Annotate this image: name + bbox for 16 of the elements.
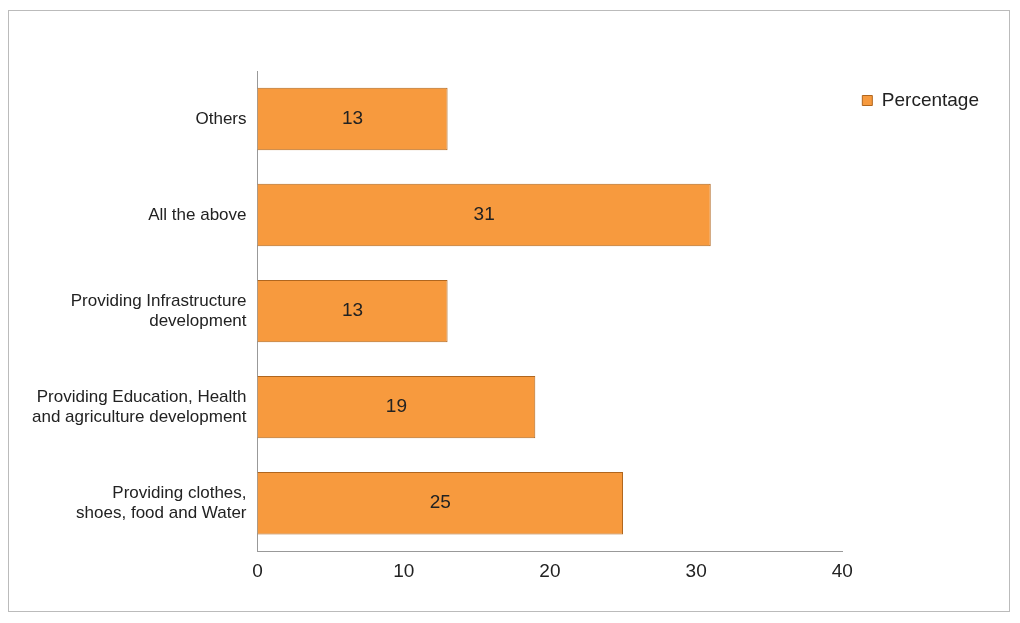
x-tick-label: 20 xyxy=(539,559,561,581)
x-tick-label: 40 xyxy=(831,559,853,581)
data-label: 13 xyxy=(341,107,364,129)
y-tick-label: Others xyxy=(195,108,247,128)
y-tick-label: Providing clothes, shoes, food and Water xyxy=(76,482,247,523)
data-label: 31 xyxy=(473,203,495,225)
legend-label: Percentage xyxy=(881,88,980,110)
data-label: 25 xyxy=(429,491,451,513)
data-label: 19 xyxy=(385,395,407,417)
x-tick-label: 0 xyxy=(252,559,263,581)
y-tick-label: Providing Infrastructure development xyxy=(70,290,247,330)
y-tick-label: All the above xyxy=(148,204,247,224)
x-tick-label: 30 xyxy=(685,559,707,581)
data-label: 13 xyxy=(341,299,364,321)
x-tick-label: 10 xyxy=(393,559,415,581)
y-tick-label: Providing Education, Health and agriculture development xyxy=(31,386,247,427)
